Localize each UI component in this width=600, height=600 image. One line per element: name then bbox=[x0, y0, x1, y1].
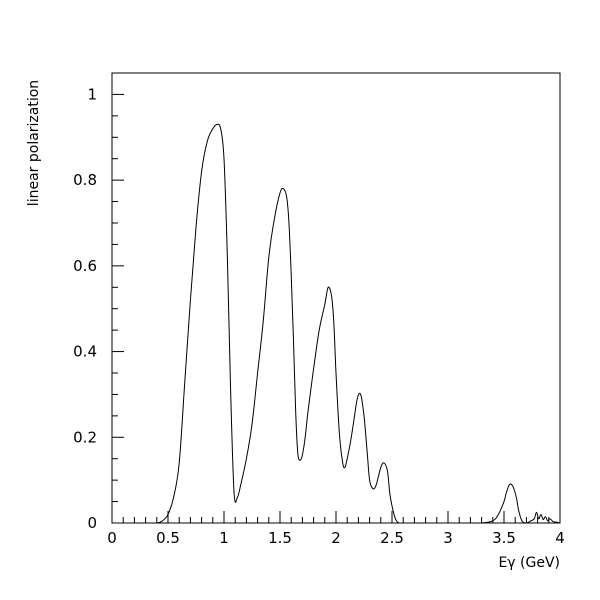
x-axis-ticks bbox=[111, 511, 561, 523]
x-tick-label: 2.5 bbox=[380, 529, 404, 547]
x-tick-label: 3 bbox=[443, 529, 453, 547]
x-tick-label: 1.5 bbox=[268, 529, 292, 547]
x-axis-tick-labels: 0 0.5 1 1.5 2 2.5 3 3.5 4 bbox=[107, 529, 565, 547]
x-tick-label: 4 bbox=[555, 529, 565, 547]
y-tick-label: 0 bbox=[87, 514, 97, 532]
x-tick-label: 3.5 bbox=[492, 529, 516, 547]
y-tick-label: 1 bbox=[87, 85, 97, 103]
x-tick-label: 2 bbox=[331, 529, 341, 547]
x-tick-label: 1 bbox=[219, 529, 229, 547]
y-tick-label: 0.4 bbox=[73, 343, 97, 361]
y-tick-label: 0.8 bbox=[73, 171, 97, 189]
y-axis-title: linear polarization bbox=[26, 80, 42, 206]
x-tick-label: 0.5 bbox=[156, 529, 180, 547]
polarization-series-line bbox=[111, 123, 561, 524]
y-axis-tick-labels: 0 0.2 0.4 0.6 0.8 1 bbox=[73, 85, 97, 532]
y-tick-label: 0.6 bbox=[73, 257, 97, 275]
y-tick-label: 0.2 bbox=[73, 428, 97, 446]
x-tick-label: 0 bbox=[107, 529, 117, 547]
x-axis-title: Eγ (GeV) bbox=[498, 555, 560, 571]
